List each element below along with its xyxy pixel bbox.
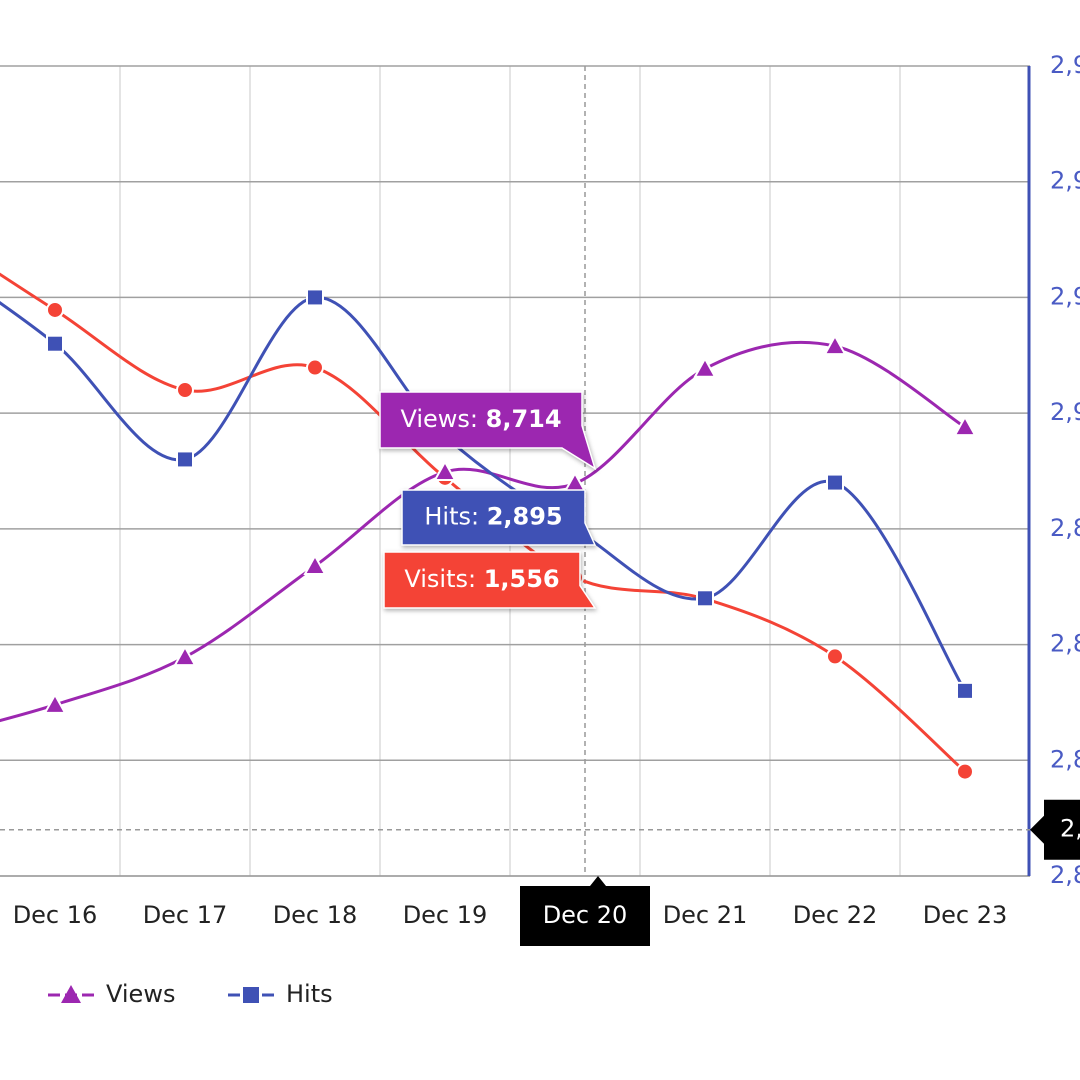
y2-tick-label: 2,9 <box>1050 282 1080 310</box>
point <box>176 381 194 399</box>
crosshair-x-box <box>520 876 650 946</box>
y2-tick-label: 2,8 <box>1050 514 1080 542</box>
crosshair-x-label: Dec 20 <box>543 901 628 929</box>
point <box>306 358 324 377</box>
tooltip-value: 1,556 <box>484 565 560 593</box>
crosshair-y-label: 2, <box>1060 815 1080 843</box>
tooltip-box <box>401 489 597 546</box>
tooltip-box <box>379 391 597 471</box>
legend-marker <box>243 987 259 1003</box>
y2-tick-label: 2,8 <box>1050 630 1080 658</box>
tooltip-label: Visits: <box>404 565 476 593</box>
tooltip-text: Visits: 1,556 <box>404 565 559 593</box>
point <box>823 334 847 356</box>
x-tick-label: Dec 23 <box>923 901 1008 929</box>
point <box>956 681 974 700</box>
tooltip-value: 8,714 <box>486 405 562 433</box>
y2-tick-label: 2,8 <box>1050 861 1080 889</box>
y2-tick-label: 2,9 <box>1050 398 1080 426</box>
x-tick-label: Dec 19 <box>403 901 488 929</box>
y2-tick-label: 2,9 <box>1050 51 1080 79</box>
tooltip-label: Hits: <box>424 503 479 531</box>
point <box>956 762 974 781</box>
point <box>306 288 324 307</box>
point <box>173 645 197 667</box>
point <box>46 300 64 319</box>
tooltip-label: Views: <box>400 405 478 433</box>
x-tick-label: Dec 17 <box>143 901 228 929</box>
point <box>46 334 64 353</box>
point <box>953 415 977 437</box>
point <box>826 473 844 492</box>
legend-marker <box>61 985 81 1003</box>
x-tick-label: Dec 18 <box>273 901 358 929</box>
tooltip-value: 2,895 <box>487 503 563 531</box>
point <box>43 692 67 714</box>
crosshair-y-box <box>1030 799 1080 860</box>
tooltip-box <box>383 551 597 609</box>
x-tick-label: Dec 22 <box>793 901 878 929</box>
point <box>693 356 717 378</box>
tooltip-text: Hits: 2,895 <box>424 503 562 531</box>
legend-label: Hits <box>286 980 333 1008</box>
point <box>176 450 194 469</box>
x-tick-label: Dec 16 <box>13 901 98 929</box>
y2-tick-label: 2,8 <box>1050 745 1080 773</box>
y2-tick-label: 2,9 <box>1050 167 1080 195</box>
point <box>433 459 457 481</box>
x-tick-label: Dec 21 <box>663 901 748 929</box>
point <box>303 553 327 575</box>
point <box>563 471 587 493</box>
legend-label: Views <box>106 980 175 1008</box>
point <box>696 589 714 608</box>
point <box>826 647 844 666</box>
tooltip-text: Views: 8,714 <box>400 405 561 433</box>
